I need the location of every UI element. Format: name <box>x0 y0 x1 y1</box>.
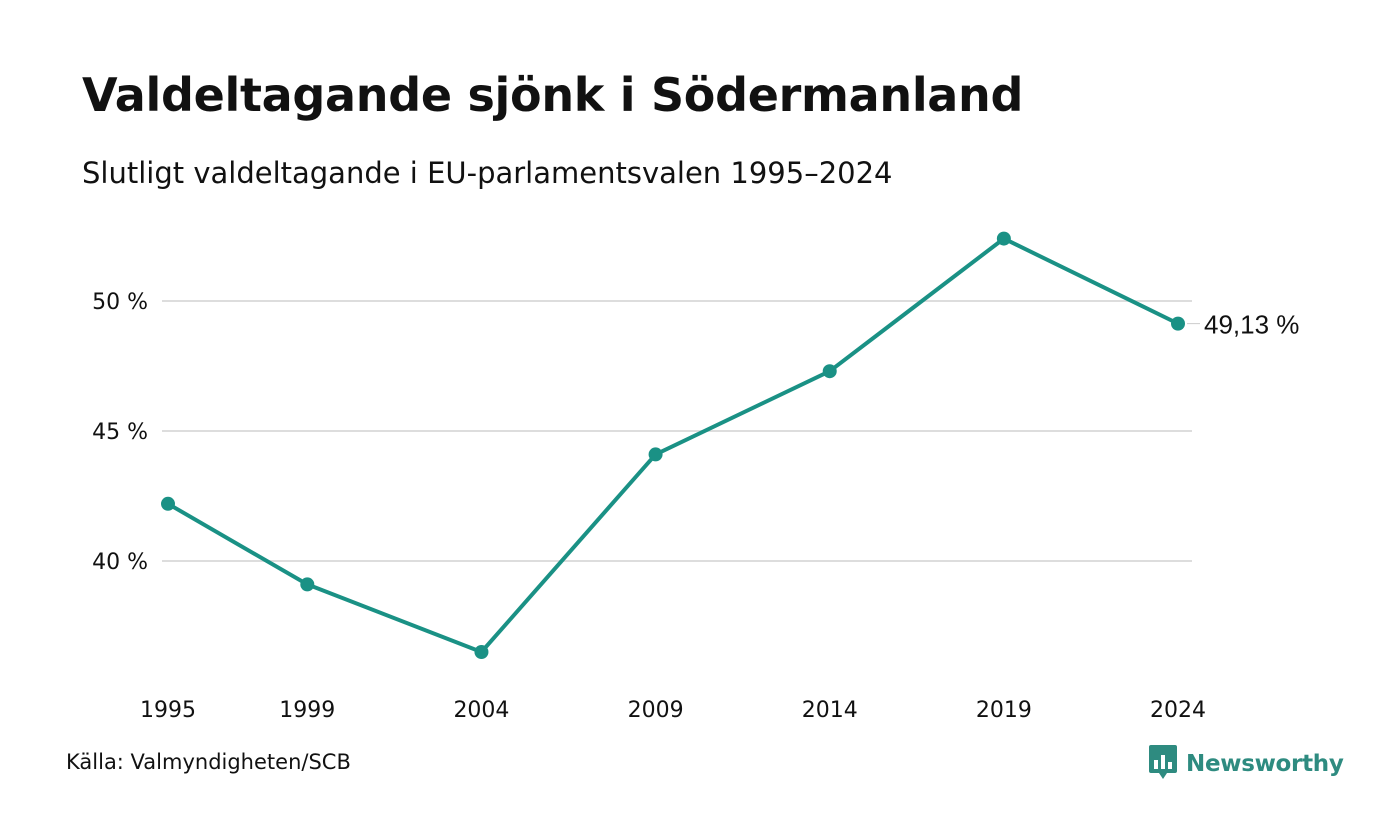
x-tick-label: 2009 <box>628 698 684 723</box>
data-points <box>161 231 1185 659</box>
x-tick-label: 2019 <box>976 698 1032 723</box>
brand-logo: Newsworthy <box>1148 744 1344 784</box>
chart-title: Valdeltagande sjönk i Södermanland <box>82 68 1024 122</box>
y-tick-label: 45 % <box>92 420 148 445</box>
bar-chart-speech-bubble-icon <box>1148 744 1178 784</box>
end-value-label: 49,13 % <box>1204 310 1299 340</box>
chart-subtitle: Slutligt valdeltagande i EU-parlamentsva… <box>82 156 893 190</box>
y-axis-tick-labels: 40 % 45 % 50 % <box>92 290 148 575</box>
data-point <box>161 496 175 511</box>
x-tick-label: 2024 <box>1150 698 1206 723</box>
gridlines <box>162 300 1192 562</box>
data-point <box>1171 316 1185 331</box>
y-tick-label: 40 % <box>92 550 148 575</box>
data-point <box>822 364 837 379</box>
x-tick-label: 2014 <box>802 698 858 723</box>
brand-name: Newsworthy <box>1186 751 1344 777</box>
data-point <box>474 645 489 659</box>
data-point <box>648 447 663 462</box>
line-chart: 40 % 45 % 50 % 1995 1999 2004 2009 2014 2019 202… <box>92 231 1299 723</box>
x-tick-label: 1999 <box>279 698 335 723</box>
source-note: Källa: Valmyndigheten/SCB <box>66 750 351 774</box>
data-point <box>996 231 1011 246</box>
x-tick-label: 1995 <box>140 698 196 723</box>
x-axis-tick-labels: 1995 1999 2004 2009 2014 2019 2024 <box>140 698 1206 723</box>
y-tick-label: 50 % <box>92 290 148 315</box>
data-point <box>300 577 315 592</box>
x-tick-label: 2004 <box>453 698 509 723</box>
